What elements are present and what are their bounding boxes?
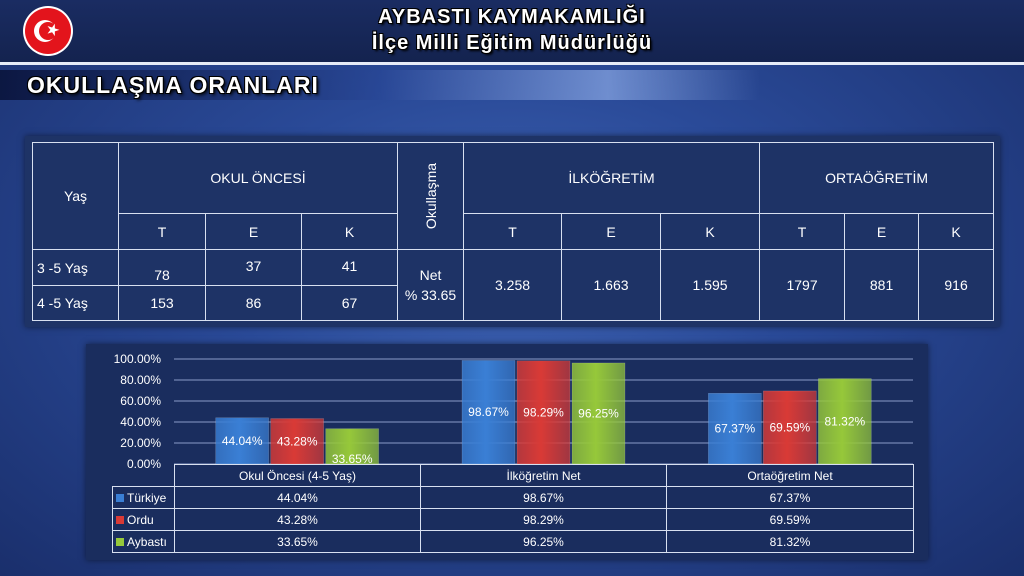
- table-cell: 1.595: [660, 249, 761, 321]
- turkish-flag-icon: [25, 8, 71, 54]
- data-cell: 98.67%: [420, 486, 667, 509]
- table-cell: 153: [118, 285, 206, 321]
- bar-ordu: [270, 418, 324, 465]
- bar-data-label: 67.37%: [714, 422, 755, 436]
- chart-data-table: Okul Öncesi (4-5 Yaş) İlköğretim Net Ort…: [112, 464, 914, 553]
- category-header: Okul Öncesi (4-5 Yaş): [174, 464, 421, 487]
- ortaogretim-header: ORTAÖĞRETİM: [759, 142, 995, 214]
- bar-data-label: 96.25%: [578, 406, 619, 420]
- enrollment-table-panel: Yaş OKUL ÖNCESİ Okullaşma İLKÖĞRETİM ORT…: [25, 136, 1000, 327]
- header-bar: AYBASTI KAYMAKAMLIĞI İlçe Milli Eğitim M…: [0, 0, 1024, 65]
- series-name: Aybastı: [127, 534, 167, 549]
- bar-aybastı: [571, 362, 626, 465]
- subheader-cell: E: [561, 213, 662, 250]
- subheader-cell: E: [844, 213, 920, 250]
- legend-entry-aybasti: Aybastı: [112, 530, 175, 553]
- section-title: OKULLAŞMA ORANLARI: [27, 72, 319, 98]
- bar-data-label: 44.04%: [222, 434, 263, 448]
- net-cell: Net % 33.65: [397, 249, 465, 321]
- y-tick-label: 100.00%: [114, 352, 162, 366]
- y-tick-label: 40.00%: [120, 415, 161, 429]
- category-header: İlköğretim Net: [420, 464, 667, 487]
- okullasma-header: Okullaşma: [397, 142, 465, 250]
- category-header: Ortaöğretim Net: [666, 464, 914, 487]
- bar-aybastı: [818, 378, 872, 465]
- bar-türkiye: [461, 360, 516, 465]
- chart-panel: 0.00% 20.00% 40.00% 60.00% 80.00% 100.00% 44.0…: [86, 344, 928, 560]
- bar-ordu: [763, 390, 817, 465]
- table-cell: 41: [300, 249, 399, 286]
- y-tick-label: 60.00%: [120, 394, 161, 408]
- subheader-cell: K: [660, 213, 761, 250]
- subheader-cell: T: [118, 213, 206, 250]
- net-value: % 33.65: [404, 287, 457, 303]
- subheader-cell: K: [300, 213, 399, 250]
- legend-entry-ordu: Ordu: [112, 508, 175, 531]
- table-cell: 1797: [759, 249, 846, 321]
- bar-türkiye: [215, 417, 269, 465]
- bar-data-label: 98.67%: [468, 405, 509, 419]
- data-cell: 43.28%: [174, 508, 421, 531]
- bar-data-label: 81.32%: [824, 414, 865, 428]
- section-band: [0, 70, 760, 100]
- subheader-cell: E: [205, 213, 302, 250]
- bar-data-label: 33.65%: [332, 452, 373, 466]
- header-divider: [0, 62, 1024, 65]
- data-cell: 44.04%: [174, 486, 421, 509]
- table-cell: 881: [844, 249, 920, 321]
- enrollment-table: Yaş OKUL ÖNCESİ Okullaşma İLKÖĞRETİM ORT…: [32, 142, 995, 321]
- header-subtitle: İlçe Milli Eğitim Müdürlüğü: [371, 32, 653, 54]
- bar-türkiye: [708, 393, 762, 465]
- subheader-cell: T: [759, 213, 846, 250]
- data-cell: 98.29%: [420, 508, 667, 531]
- data-cell: 81.32%: [666, 530, 914, 553]
- data-cell: 69.59%: [666, 508, 914, 531]
- table-cell: 916: [918, 249, 995, 321]
- okul-oncesi-header: OKUL ÖNCESİ: [117, 142, 399, 214]
- series-name: Ordu: [127, 512, 154, 527]
- net-label: Net: [419, 267, 442, 283]
- data-cell: 33.65%: [174, 530, 421, 553]
- bar-data-label: 98.29%: [523, 405, 564, 419]
- legend-key-turkiye: [116, 494, 124, 503]
- bar-aybastı: [325, 428, 379, 465]
- okullasma-label: Okullaşma: [423, 162, 440, 230]
- y-tick-label: 0.00%: [127, 457, 161, 471]
- data-table-corner: [113, 465, 175, 487]
- table-cell: 86: [205, 285, 302, 321]
- age-cell: 4 -5 Yaş: [32, 285, 119, 321]
- bar-chart: 0.00% 20.00% 40.00% 60.00% 80.00% 100.00% 44.0…: [114, 352, 913, 471]
- yas-header: Yaş: [32, 142, 119, 250]
- table-cell: 78: [118, 249, 206, 286]
- table-cell: 3.258: [463, 249, 563, 321]
- data-cell: 96.25%: [420, 530, 667, 553]
- y-tick-label: 20.00%: [120, 436, 161, 450]
- table-cell: 67: [300, 285, 399, 321]
- table-cell: 1.663: [561, 249, 662, 321]
- legend-key-aybasti: [116, 538, 124, 547]
- subheader-cell: T: [463, 213, 563, 250]
- bar-ordu: [516, 360, 571, 465]
- data-cell: 67.37%: [666, 486, 914, 509]
- legend-key-ordu: [116, 516, 124, 525]
- age-cell: 3 -5 Yaş: [32, 249, 119, 286]
- bar-data-label: 69.59%: [769, 420, 810, 434]
- legend-entry-turkiye: Türkiye: [112, 486, 175, 509]
- ilkogretim-header: İLKÖĞRETİM: [463, 142, 761, 214]
- table-cell: 37: [205, 249, 302, 286]
- subheader-cell: K: [918, 213, 995, 250]
- header-title: AYBASTI KAYMAKAMLIĞI: [378, 6, 646, 28]
- bar-data-label: 43.28%: [277, 434, 318, 448]
- series-name: Türkiye: [127, 490, 167, 505]
- y-tick-label: 80.00%: [120, 373, 161, 387]
